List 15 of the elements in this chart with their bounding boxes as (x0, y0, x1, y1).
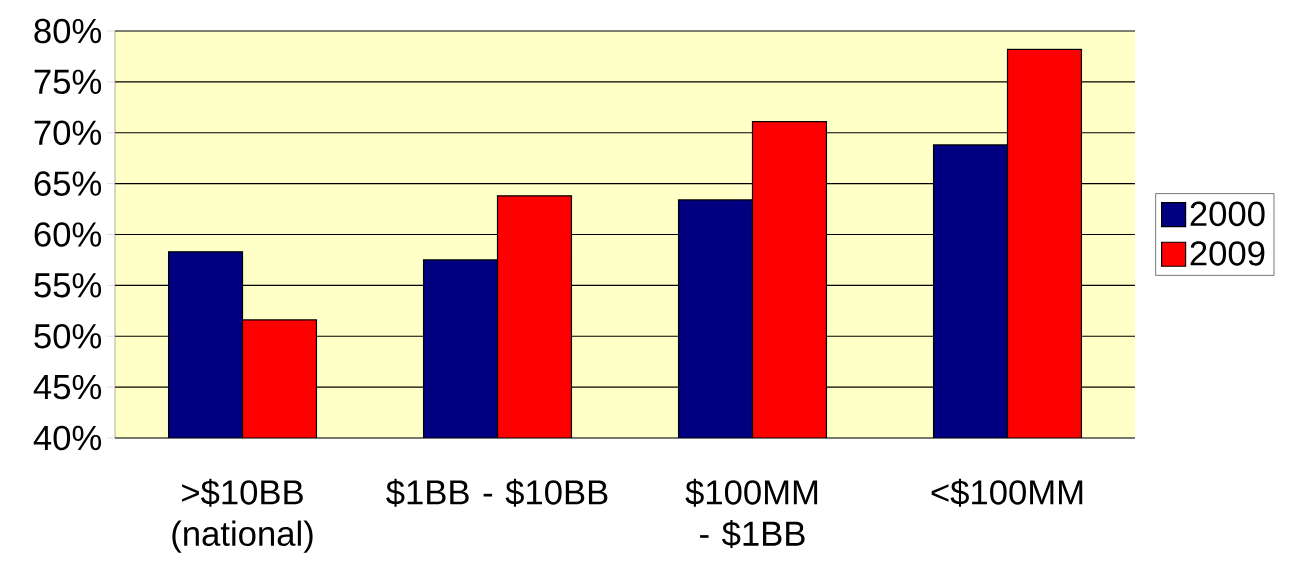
x-tick-label: <$100MM (931, 478, 1083, 507)
y-tick-label: 70% (34, 120, 102, 146)
y-tick-label: 75% (34, 69, 102, 95)
y-tick-label: 45% (33, 374, 102, 400)
y-tick-label: 50% (34, 323, 102, 349)
y-tick-label: 80% (34, 18, 102, 44)
y-tick-label: 40% (33, 425, 102, 451)
y-tick-label: 65% (34, 171, 102, 196)
legend-label: 2000 (1190, 201, 1265, 227)
x-tick-label: $1BB - $10BB (386, 478, 608, 507)
y-tick-label: 60% (34, 222, 102, 247)
x-tick-label: $100MM - $1BB (685, 478, 818, 549)
x-tick-label: >$10BB (national) (172, 478, 313, 553)
y-tick-label: 55% (34, 273, 102, 298)
legend-label: 2009 (1190, 241, 1265, 266)
